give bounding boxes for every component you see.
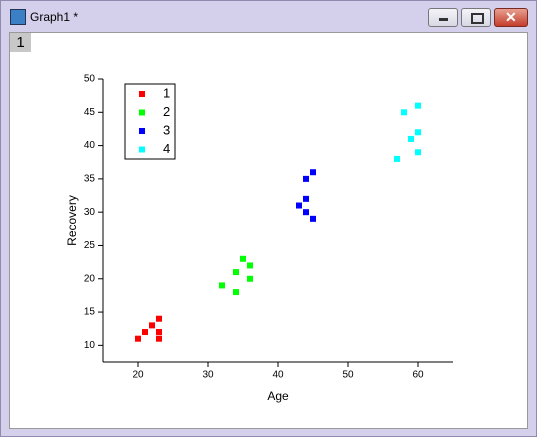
- close-button[interactable]: ✕: [494, 8, 528, 27]
- layer-tag[interactable]: 1: [10, 33, 31, 52]
- y-tick-label: 50: [84, 74, 96, 85]
- legend-label: 2: [163, 104, 170, 119]
- maximize-button[interactable]: [461, 8, 491, 27]
- y-tick-label: 40: [84, 140, 96, 151]
- marker: [408, 135, 414, 142]
- window-title: Graph1 *: [30, 10, 79, 24]
- marker: [156, 335, 162, 342]
- marker: [310, 169, 316, 176]
- marker: [415, 102, 421, 109]
- marker: [219, 282, 225, 289]
- marker: [240, 255, 246, 262]
- marker: [303, 195, 309, 202]
- marker: [296, 202, 302, 209]
- x-tick-label: 40: [272, 370, 284, 381]
- marker: [303, 175, 309, 182]
- x-tick-label: 30: [202, 370, 214, 381]
- marker: [310, 215, 316, 222]
- legend-label: 4: [163, 141, 170, 156]
- marker: [247, 262, 253, 269]
- marker: [401, 109, 407, 116]
- x-axis-title: Age: [267, 389, 289, 403]
- y-tick-label: 15: [84, 307, 96, 318]
- y-tick-label: 10: [84, 340, 96, 351]
- y-tick-label: 20: [84, 273, 96, 284]
- legend-box: [124, 83, 176, 160]
- marker: [135, 335, 141, 342]
- marker: [303, 209, 309, 216]
- marker: [149, 322, 155, 329]
- minimize-button[interactable]: [428, 8, 458, 27]
- legend-swatch: [139, 146, 145, 153]
- legend-label: 3: [163, 122, 170, 137]
- legend-label: 1: [163, 85, 170, 100]
- legend-swatch: [139, 91, 145, 97]
- marker: [233, 289, 239, 296]
- y-tick-label: 30: [84, 207, 96, 218]
- marker: [156, 315, 162, 322]
- legend-swatch: [139, 128, 145, 134]
- x-tick-label: 60: [412, 370, 424, 381]
- y-tick-label: 25: [84, 240, 96, 251]
- marker: [142, 329, 148, 336]
- marker: [156, 329, 162, 336]
- window-icon: [10, 9, 26, 25]
- graph-page: [9, 32, 528, 429]
- marker: [233, 269, 239, 276]
- legend-swatch: [139, 109, 145, 116]
- marker: [415, 149, 421, 156]
- y-tick-label: 35: [84, 174, 96, 185]
- y-tick-label: 45: [84, 107, 96, 118]
- x-tick-label: 50: [342, 370, 354, 381]
- x-tick-label: 20: [132, 370, 144, 381]
- y-axis-title: Recovery: [65, 195, 79, 246]
- title-bar: Graph1 * ✕: [1, 1, 536, 31]
- marker: [247, 275, 253, 282]
- marker: [415, 129, 421, 136]
- marker: [394, 155, 400, 162]
